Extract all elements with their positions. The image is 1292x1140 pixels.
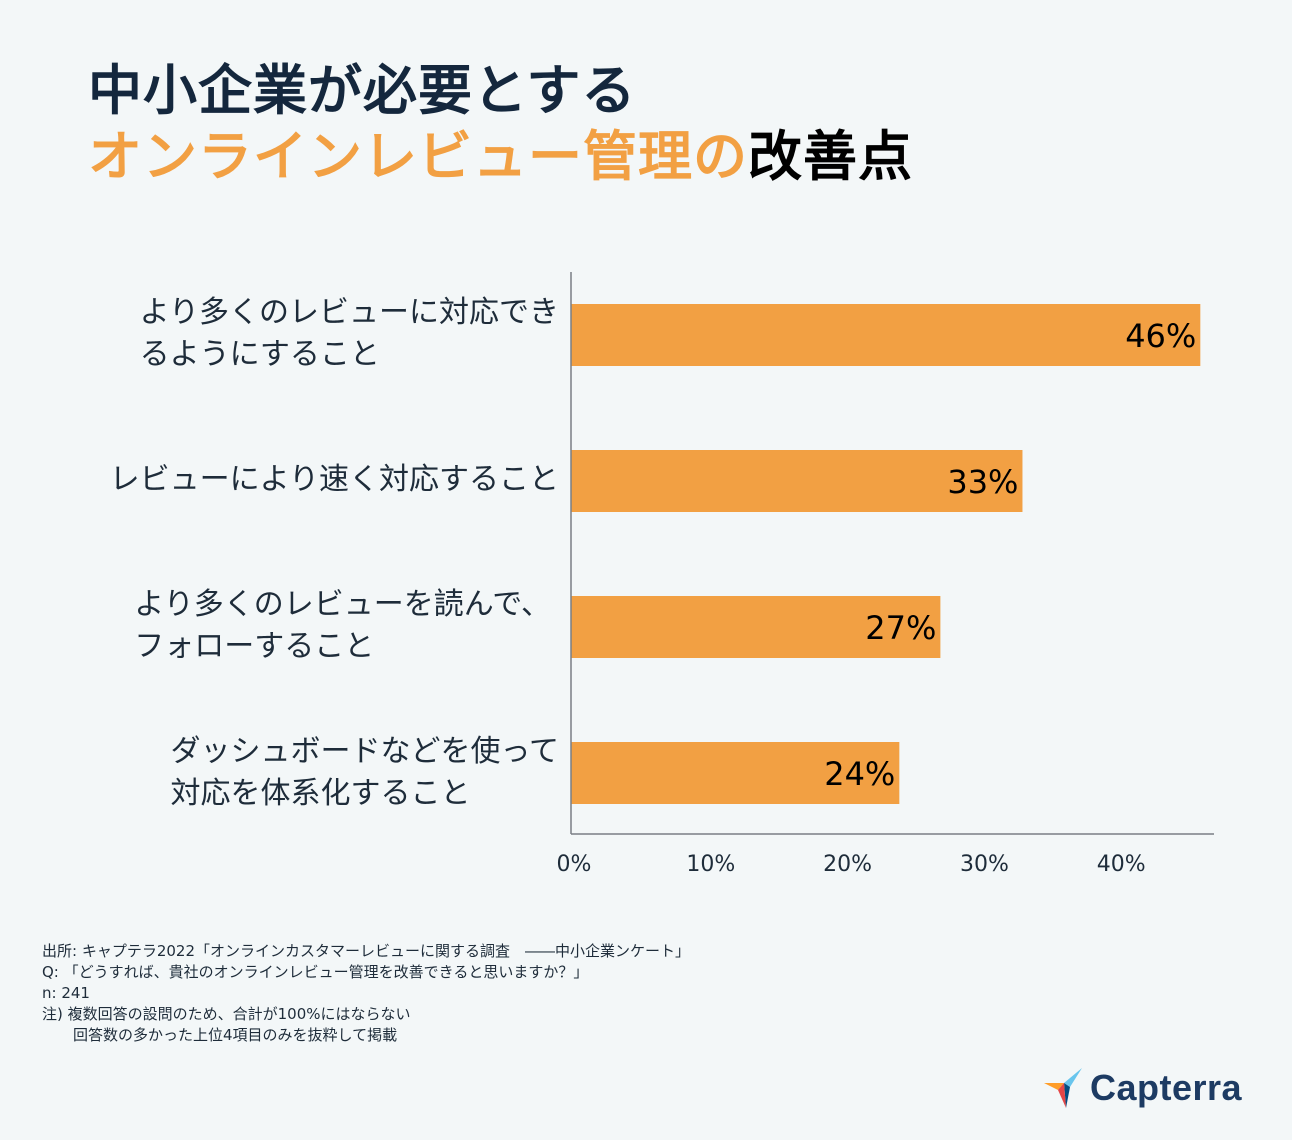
footnote-question: Q: 「どうすれば、貴社のオンラインレビュー管理を改善できると思いますか？」 bbox=[42, 963, 589, 981]
category-label-1: より多くのレビューに対応でき るようにすること bbox=[139, 295, 559, 372]
capterra-arrow-icon bbox=[1044, 1068, 1082, 1108]
category-label-4: ダッシュボードなどを使って 対応を体系化すること bbox=[170, 734, 560, 811]
category-label-3: より多くのレビューを読んで、 フォローすること bbox=[134, 587, 551, 664]
footnotes: 出所: キャプテラ2022「オンラインカスタマーレビューに関する調査 ――中小企… bbox=[42, 941, 690, 1046]
x-tick-label-10pct: 10% bbox=[686, 852, 735, 877]
chart-title: 中小企業が必要とする オンラインレビュー管理の改善点 bbox=[88, 58, 913, 190]
bar-value-label-3: 27% bbox=[865, 609, 936, 647]
title-line-2: オンラインレビュー管理の改善点 bbox=[88, 124, 913, 190]
x-tick-label-30pct: 30% bbox=[960, 852, 1009, 877]
footnote-source: 出所: キャプテラ2022「オンラインカスタマーレビューに関する調査 ――中小企… bbox=[42, 942, 690, 960]
bar-4 bbox=[571, 742, 900, 804]
bar-2 bbox=[571, 450, 1023, 512]
footnote-n: n: 241 bbox=[42, 984, 90, 1002]
title-rest-text: 改善点 bbox=[748, 125, 913, 188]
title-line-1: 中小企業が必要とする bbox=[88, 59, 637, 122]
logo-text: Capterra bbox=[1090, 1067, 1243, 1108]
bar-3 bbox=[571, 596, 941, 658]
footnote-note-2: 回答数の多かった上位4項目のみを抜粋して掲載 bbox=[73, 1026, 398, 1044]
x-tick-label-20pct: 20% bbox=[823, 852, 872, 877]
x-tick-label-0pct: 0% bbox=[557, 852, 592, 877]
x-tick-label-40pct: 40% bbox=[1097, 852, 1146, 877]
bar-value-label-4: 24% bbox=[824, 755, 895, 793]
footnote-note-1: 注) 複数回答の設問のため、合計が100%にはならない bbox=[42, 1005, 411, 1023]
bar-chart: 46% 33% 27% 24% 0% 10% 20% 30% 40% bbox=[557, 272, 1214, 877]
title-accent-text: オンラインレビュー管理の bbox=[88, 125, 748, 188]
category-label-2: レビューにより速く対応すること bbox=[109, 462, 559, 497]
capterra-logo: Capterra bbox=[1042, 1064, 1242, 1112]
bar-value-label-1: 46% bbox=[1125, 317, 1196, 355]
bar-1 bbox=[571, 304, 1201, 366]
bar-value-label-2: 33% bbox=[947, 463, 1018, 501]
